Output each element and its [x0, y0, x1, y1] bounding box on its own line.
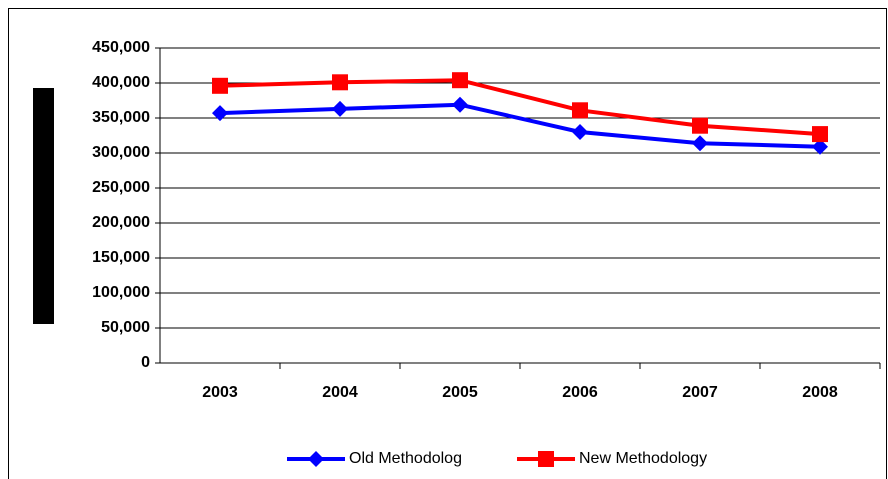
legend-label: Old Methodolog — [349, 450, 462, 467]
y-tick-label: 50,000 — [101, 319, 150, 336]
chart-frame — [8, 8, 887, 479]
data-point — [812, 126, 828, 143]
data-point — [692, 117, 708, 134]
data-point — [812, 138, 828, 155]
data-point — [572, 124, 588, 140]
y-tick-label: 350,000 — [92, 109, 150, 126]
data-point — [452, 96, 468, 113]
data-point — [572, 102, 588, 119]
x-tick-label: 2006 — [562, 384, 598, 401]
x-tick-label: 2008 — [802, 384, 838, 401]
x-tick-label: 2004 — [322, 384, 358, 401]
data-point — [692, 135, 708, 152]
legend-marker — [308, 451, 324, 467]
x-tick-label: 2005 — [442, 384, 478, 401]
y-tick-label: 200,000 — [92, 214, 150, 231]
series-line — [219, 78, 821, 137]
y-tick-label: 300,000 — [92, 144, 150, 161]
x-tick-label: 2007 — [682, 384, 718, 401]
y-tick-label: 250,000 — [92, 179, 150, 196]
y-tick-label: 400,000 — [92, 74, 150, 91]
y-tick-label: 150,000 — [92, 249, 150, 266]
data-point — [452, 72, 468, 89]
legend-label: New Methodology — [579, 450, 707, 467]
x-tick-label: 2003 — [202, 384, 238, 401]
y-tick-label: 0 — [141, 354, 150, 371]
series-line — [219, 102, 821, 149]
data-point — [212, 77, 228, 94]
legend-marker — [538, 451, 554, 467]
y-tick-label: 100,000 — [92, 284, 150, 301]
redacted-axis-title — [33, 88, 54, 324]
data-point — [332, 74, 348, 91]
data-point — [212, 105, 228, 122]
y-tick-label: 450,000 — [92, 39, 150, 56]
data-point — [332, 100, 348, 117]
